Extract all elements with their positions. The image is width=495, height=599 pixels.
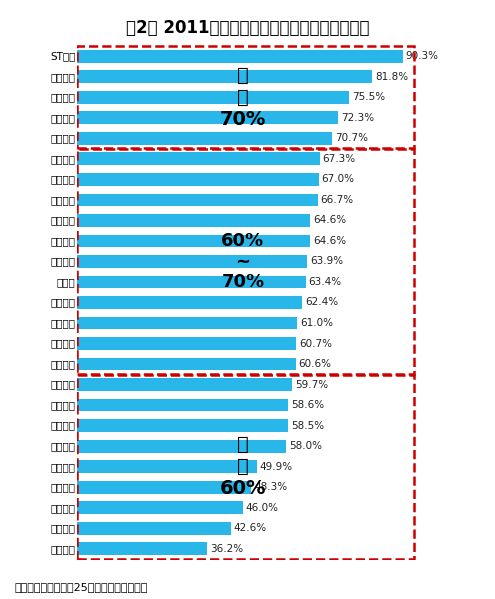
Bar [77,111,338,124]
Bar [77,50,403,62]
Text: 广汽长丰: 广汽长丰 [50,359,76,369]
Bar [77,296,302,309]
Text: 一汽夏利: 一汽夏利 [50,318,76,328]
Text: ST金杯: ST金杯 [50,51,76,61]
Bar [77,481,251,494]
Bar [77,543,207,555]
Bar [77,255,307,268]
Bar [77,214,310,227]
Text: 低
于
60%: 低 于 60% [220,435,266,498]
Bar [77,70,372,83]
Bar [77,358,296,370]
Text: 72.3%: 72.3% [341,113,374,123]
Text: 海马股份: 海马股份 [50,544,76,554]
Text: 星马汽车: 星马汽车 [50,256,76,267]
Text: 亚星客车: 亚星客车 [50,134,76,143]
Text: 67.0%: 67.0% [322,174,354,184]
Text: 一汽轿车: 一汽轿车 [50,462,76,471]
Text: 金龙汽车: 金龙汽车 [50,92,76,102]
Text: 75.5%: 75.5% [352,92,386,102]
Bar [77,460,257,473]
Text: 来源：盖世汽车网，25家整车上市企业财报: 来源：盖世汽车网，25家整车上市企业财报 [15,582,148,592]
Text: 36.2%: 36.2% [210,544,244,554]
Text: 58.6%: 58.6% [291,400,324,410]
Text: 60%
~
70%: 60% ~ 70% [221,232,264,291]
Text: 长城汽车: 长城汽车 [50,380,76,389]
Text: 中通客车: 中通客车 [50,195,76,205]
Bar [77,235,310,247]
Text: 力帆股份: 力帆股份 [50,482,76,492]
Bar [77,193,318,206]
Text: 64.6%: 64.6% [313,236,346,246]
Bar [77,317,297,329]
Text: 60.6%: 60.6% [298,359,332,369]
Text: 48.3%: 48.3% [254,482,287,492]
Text: 64.6%: 64.6% [313,216,346,225]
Text: 广汽集团: 广汽集团 [50,503,76,513]
Bar [77,399,289,412]
Text: 49.9%: 49.9% [260,462,293,471]
Text: 60.7%: 60.7% [299,338,332,349]
Text: 62.4%: 62.4% [305,298,338,307]
Text: 59.7%: 59.7% [295,380,328,389]
Text: 67.3%: 67.3% [323,154,356,164]
Text: 70.7%: 70.7% [335,134,368,143]
Text: 58.5%: 58.5% [291,420,324,431]
Text: 63.9%: 63.9% [310,256,344,267]
Text: 42.6%: 42.6% [234,524,267,533]
Bar [77,173,319,186]
Bar [77,440,286,452]
Text: 58.0%: 58.0% [289,441,322,451]
Text: 吉利汽车: 吉利汽车 [50,420,76,431]
Bar [77,419,288,432]
Text: 46.0%: 46.0% [246,503,279,513]
Text: 高
于
70%: 高 于 70% [220,66,266,129]
Bar [77,91,349,104]
Text: 上海汽车: 上海汽车 [50,400,76,410]
Bar [77,522,231,535]
Text: 福田汽车: 福田汽车 [50,154,76,164]
Text: 63.4%: 63.4% [308,277,342,287]
Bar [77,276,306,288]
Text: 81.8%: 81.8% [375,72,408,81]
Text: 长安汽车: 长安汽车 [50,441,76,451]
Text: 中航黑豹: 中航黑豹 [50,216,76,225]
Text: 图2： 2011年中期整车上市企业资产负债率排名: 图2： 2011年中期整车上市企业资产负债率排名 [126,19,369,37]
Text: 比亚迪: 比亚迪 [57,277,76,287]
Text: 江馓汽车: 江馓汽车 [50,524,76,533]
Text: 东风汽车: 东风汽车 [50,298,76,307]
Text: 66.7%: 66.7% [320,195,353,205]
Text: 61.0%: 61.0% [300,318,333,328]
Text: 安凯客车: 安凯客车 [50,113,76,123]
Bar [77,153,320,165]
Bar [77,337,296,350]
Text: 90.3%: 90.3% [406,51,439,61]
Bar [77,501,243,514]
Text: 江淮汽车: 江淮汽车 [50,236,76,246]
Text: 曙光股份: 曙光股份 [50,174,76,184]
Bar [77,378,293,391]
Text: 中国重汽: 中国重汽 [50,72,76,81]
Text: 宇通客车: 宇通客车 [50,338,76,349]
Bar [77,132,332,145]
